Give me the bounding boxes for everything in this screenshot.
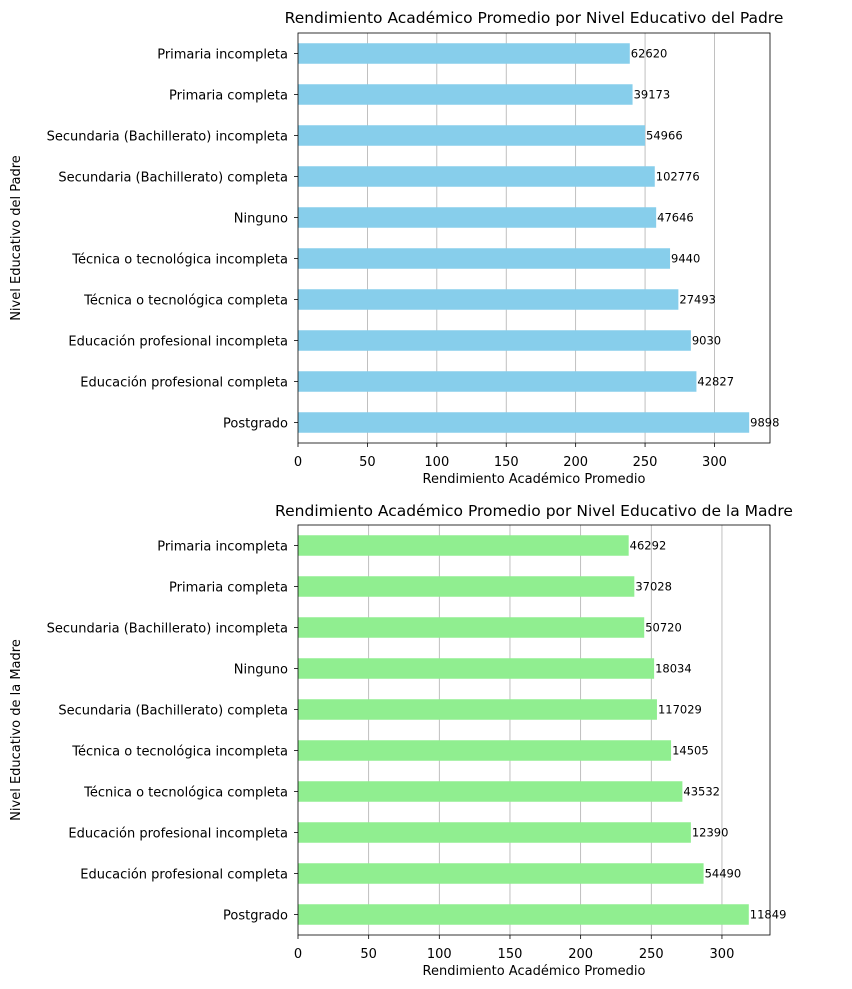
plot-frame: [297, 524, 771, 936]
bar: [298, 617, 645, 638]
chart-title: Rendimiento Académico Promedio por Nivel…: [275, 502, 793, 520]
chart-1: 62620 39173 54966 102776 47646 9440 27493 9030 4…: [9, 9, 783, 487]
bars: 62620 39173 54966 102776 47646 9440 27493 9030 4…: [298, 43, 779, 433]
bar: [298, 781, 683, 802]
x-tick-label: 150: [494, 455, 519, 470]
bar: [298, 207, 657, 228]
bar: [298, 904, 749, 925]
x-tick-label: 200: [568, 947, 593, 962]
bar-value-label: 43532: [683, 785, 720, 799]
bar-value-label: 9440: [671, 252, 700, 266]
bar-value-label: 50720: [645, 621, 682, 635]
bar-value-label: 54966: [646, 129, 683, 143]
y-axis-label: Nivel Educativo del Padre: [9, 155, 24, 321]
y-tick-label: Primaria incompleta: [157, 48, 288, 63]
x-tick-label: 250: [639, 947, 664, 962]
bar: [298, 371, 697, 392]
y-tick-label: Ninguno: [234, 663, 288, 678]
bar-value-label: 27493: [679, 293, 716, 307]
bar-value-label: 47646: [657, 211, 694, 225]
bar: [298, 84, 633, 105]
bar-value-label: 42827: [697, 375, 734, 389]
x-tick-label: 0: [294, 947, 302, 962]
y-tick-label: Técnica o tecnológica incompleta: [71, 253, 288, 268]
y-tick-label: Educación profesional incompleta: [68, 335, 288, 350]
bar: [298, 822, 691, 843]
bar: [298, 166, 655, 187]
plot-frame: [297, 32, 771, 444]
bar-value-label: 9898: [750, 416, 779, 430]
bar-value-label: 117029: [658, 703, 702, 717]
bar: [298, 576, 635, 597]
bar: [298, 863, 704, 884]
y-tick-label: Técnica o tecnológica completa: [83, 294, 288, 309]
x-axis-label: Rendimiento Académico Promedio: [423, 472, 646, 487]
x-tick-label: 100: [427, 947, 452, 962]
bar-value-label: 39173: [634, 88, 671, 102]
bar-value-label: 14505: [672, 744, 709, 758]
bar: [298, 289, 679, 310]
bar: [298, 248, 671, 269]
y-tick-label: Técnica o tecnológica completa: [83, 786, 288, 801]
bar: [298, 535, 629, 556]
y-tick-label: Educación profesional completa: [80, 376, 288, 391]
bar-value-label: 62620: [631, 47, 668, 61]
bar-value-label: 102776: [656, 170, 700, 184]
bar-value-label: 12390: [692, 826, 729, 840]
y-tick-label: Educación profesional completa: [80, 868, 288, 883]
bars: 46292 37028 50720 18034 117029 14505 43532 1239…: [298, 535, 786, 925]
y-tick-label: Primaria completa: [169, 581, 288, 596]
x-tick-label: 300: [710, 947, 735, 962]
bar-value-label: 18034: [655, 662, 692, 676]
x-tick-label: 50: [360, 947, 377, 962]
bar: [298, 740, 672, 761]
chart-2: 46292 37028 50720 18034 117029 14505 43532 1239…: [9, 502, 793, 979]
x-tick-label: 50: [359, 455, 376, 470]
y-tick-label: Ninguno: [234, 212, 288, 227]
bar-value-label: 46292: [630, 539, 667, 553]
x-tick-label: 100: [424, 455, 449, 470]
y-tick-label: Primaria incompleta: [157, 540, 288, 555]
y-tick-label: Primaria completa: [169, 89, 288, 104]
y-tick-label: Secundaria (Bachillerato) incompleta: [47, 130, 288, 145]
y-tick-label: Educación profesional incompleta: [68, 827, 288, 842]
bar: [298, 330, 691, 351]
x-tick-label: 150: [498, 947, 523, 962]
y-tick-label: Secundaria (Bachillerato) completa: [58, 171, 288, 186]
bar: [298, 412, 750, 433]
x-tick-label: 200: [563, 455, 588, 470]
x-tick-label: 0: [294, 455, 302, 470]
bar: [298, 658, 655, 679]
y-tick-label: Técnica o tecnológica incompleta: [71, 745, 288, 760]
bar-value-label: 54490: [705, 867, 742, 881]
x-axis-label: Rendimiento Académico Promedio: [423, 964, 646, 979]
bar-value-label: 9030: [692, 334, 721, 348]
y-tick-label: Secundaria (Bachillerato) completa: [58, 704, 288, 719]
bar: [298, 125, 646, 146]
bar-value-label: 11849: [750, 908, 787, 922]
x-tick-label: 300: [702, 455, 727, 470]
bar: [298, 43, 630, 64]
bar-value-label: 37028: [635, 580, 672, 594]
y-tick-label: Postgrado: [223, 909, 288, 924]
chart-title: Rendimiento Académico Promedio por Nivel…: [285, 9, 784, 27]
bar: [298, 699, 657, 720]
y-axis-label: Nivel Educativo de la Madre: [9, 639, 24, 821]
x-tick-label: 250: [633, 455, 658, 470]
y-tick-label: Secundaria (Bachillerato) incompleta: [47, 622, 288, 637]
y-tick-label: Postgrado: [223, 417, 288, 432]
